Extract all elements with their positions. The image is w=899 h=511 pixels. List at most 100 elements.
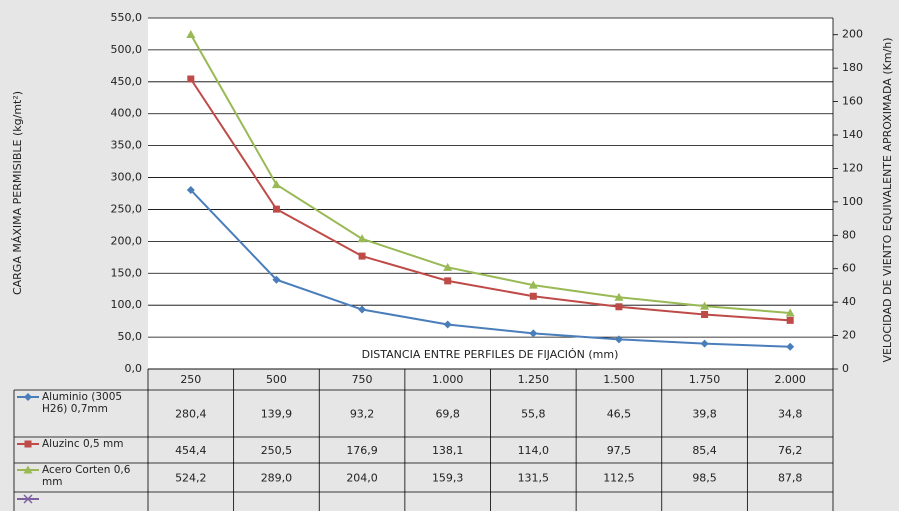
legend-key [17,465,39,474]
y2-tick-label: 80 [842,228,856,241]
y-tick-label: 450,0 [111,75,143,88]
x-axis-title: DISTANCIA ENTRE PERFILES DE FIJACIÓN (mm… [362,348,619,361]
table-cell: 454,4 [175,444,207,457]
table-cell: 55,8 [521,408,546,421]
table-cell: 93,2 [350,408,375,421]
marker [23,465,33,474]
legend-label-box: Aluzinc 0,5 mm [42,438,124,450]
marker [529,292,537,300]
y-tick-label: 150,0 [111,266,143,279]
table-cell: 131,5 [518,472,550,485]
marker [186,29,196,38]
y-tick-label: 0,0 [125,362,143,375]
y2-tick-label: 0 [842,362,849,375]
y-tick-label: 350,0 [111,139,143,152]
table-cell: 69,8 [435,408,460,421]
table-cell: 114,0 [518,444,550,457]
legend-label: Aluzinc 0,5 mm [42,438,124,450]
x-tick-label: 2.000 [774,373,806,386]
y2-tick-label: 40 [842,295,856,308]
y-tick-label: 550,0 [111,11,143,24]
marker [785,308,795,317]
table-cell: 76,2 [778,444,803,457]
legend-key [17,393,39,401]
y-tick-label: 250,0 [111,202,143,215]
marker [358,252,366,260]
y-tick-label: 100,0 [111,298,143,311]
table-cell: 139,9 [261,408,293,421]
marker [357,234,367,243]
table-cell: 112,5 [603,472,635,485]
marker [444,277,452,285]
table-cell: 250,5 [261,444,293,457]
x-tick-label: 250 [180,373,201,386]
table-cell: 138,1 [432,444,464,457]
series-line [190,189,791,348]
table-cell: 159,3 [432,472,464,485]
marker [187,75,195,83]
y2-tick-label: 100 [842,195,863,208]
y-tick-label: 300,0 [111,171,143,184]
marker [701,310,709,318]
x-tick-label: 500 [266,373,287,386]
y2-axis-title: VELOCIDAD DE VIENTO EQUIVALENTE APROXIMA… [881,37,894,362]
table-cell: 85,4 [692,444,717,457]
table-cell: 289,0 [261,472,293,485]
marker [186,186,195,195]
y-axis-title: CARGA MÁXIMA PERMISIBLE (kg/mt²) [11,91,24,295]
marker [529,329,538,338]
y-tick-label: 200,0 [111,234,143,247]
legend-label-box: Acero Corten 0,6 mm [42,464,131,488]
marker [614,292,624,301]
plot-area [148,18,833,369]
marker [272,275,281,284]
table-cell: 204,0 [346,472,378,485]
table-cell: 87,8 [778,472,803,485]
series-line [189,33,791,314]
y2-tick-label: 120 [842,161,863,174]
marker [615,303,623,311]
y-tick-label: 500,0 [111,43,143,56]
table-cell: 176,9 [346,444,378,457]
legend-key [17,440,39,448]
marker [443,320,452,329]
legend-label-box: Aluminio (3005 H26) 0,7mm [42,391,123,415]
marker [24,393,32,401]
series-line [189,78,791,322]
marker [23,494,33,504]
marker [786,316,794,324]
marker [786,342,795,351]
x-tick-label: 750 [352,373,373,386]
x-tick-label: 1.500 [603,373,635,386]
marker [443,262,453,271]
y2-tick-label: 20 [842,329,856,342]
table-cell: 34,8 [778,408,803,421]
y2-tick-label: 140 [842,128,863,141]
marker [528,280,538,289]
legend-key [17,494,39,504]
x-tick-label: 1.000 [432,373,464,386]
table-cell: 39,8 [692,408,717,421]
x-tick-label: 1.250 [518,373,550,386]
table-cell: 98,5 [692,472,717,485]
legend-label: Acero Corten 0,6 mm [42,464,131,488]
table-cell: 46,5 [607,408,632,421]
marker [24,440,32,448]
marker [700,301,710,310]
y2-tick-label: 180 [842,61,863,74]
table-cell: 280,4 [175,408,207,421]
y-tick-label: 50,0 [118,330,143,343]
marker [272,205,280,213]
marker [614,335,623,344]
y2-tick-label: 60 [842,262,856,275]
table-cell: 524,2 [175,472,207,485]
marker [271,180,281,189]
y2-tick-label: 160 [842,95,863,108]
legend-label: Aluminio (3005 H26) 0,7mm [42,391,123,415]
y-tick-label: 400,0 [111,107,143,120]
marker [700,339,709,348]
y2-tick-label: 200 [842,28,863,41]
table-cell: 97,5 [607,444,632,457]
